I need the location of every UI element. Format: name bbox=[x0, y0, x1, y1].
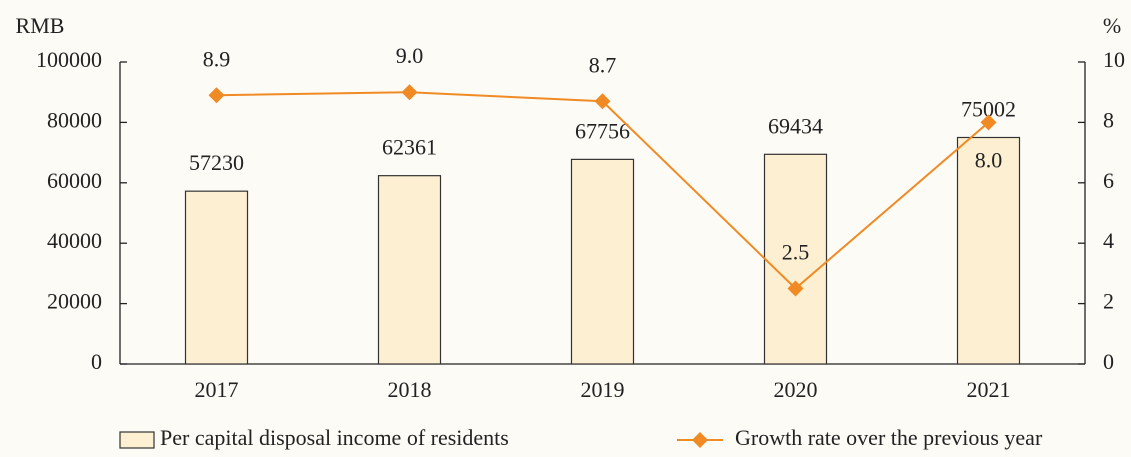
bar-value-label: 57230 bbox=[189, 150, 244, 175]
x-tick-label: 2017 bbox=[195, 377, 239, 402]
y-tick-label: 60000 bbox=[47, 168, 102, 193]
x-tick-label: 2021 bbox=[967, 377, 1011, 402]
legend-label: Per capital disposal income of residents bbox=[160, 425, 509, 450]
line-value-label: 8.9 bbox=[203, 46, 231, 71]
x-tick-label: 2020 bbox=[774, 377, 818, 402]
bar bbox=[377, 175, 442, 365]
line-marker bbox=[787, 280, 804, 297]
y2-tick-label: 2 bbox=[1103, 289, 1114, 314]
line-marker bbox=[401, 84, 418, 101]
y2-tick-label: 0 bbox=[1103, 349, 1114, 374]
bar bbox=[184, 190, 249, 365]
y-tick-label: 40000 bbox=[47, 228, 102, 253]
line-marker bbox=[980, 114, 997, 131]
y-axis-label: RMB bbox=[16, 13, 65, 38]
bar-value-label: 62361 bbox=[382, 135, 437, 160]
x-tick-label: 2019 bbox=[581, 377, 625, 402]
bar bbox=[570, 158, 635, 365]
line-marker bbox=[208, 87, 225, 104]
y-tick-label: 20000 bbox=[47, 289, 102, 314]
y2-tick-label: 8 bbox=[1103, 107, 1114, 132]
legend-swatch bbox=[692, 432, 708, 448]
bar-value-label: 67756 bbox=[575, 118, 630, 143]
y2-tick-label: 6 bbox=[1103, 168, 1114, 193]
legend-swatch bbox=[119, 431, 155, 449]
bar-value-label: 69434 bbox=[768, 113, 823, 138]
line-value-label: 8.0 bbox=[975, 147, 1003, 172]
y2-tick-label: 4 bbox=[1103, 228, 1114, 253]
line-value-label: 8.7 bbox=[589, 52, 617, 77]
line-value-label: 9.0 bbox=[396, 43, 424, 68]
x-tick-label: 2018 bbox=[388, 377, 432, 402]
legend-label: Growth rate over the previous year bbox=[735, 425, 1043, 450]
y2-tick-label: 10 bbox=[1103, 47, 1125, 72]
y-tick-label: 0 bbox=[91, 349, 102, 374]
bar bbox=[956, 136, 1021, 365]
line-marker bbox=[594, 93, 611, 110]
line-value-label: 2.5 bbox=[782, 240, 810, 265]
y-tick-label: 100000 bbox=[36, 47, 102, 72]
y2-axis-label: % bbox=[1103, 13, 1121, 38]
y-tick-label: 80000 bbox=[47, 107, 102, 132]
